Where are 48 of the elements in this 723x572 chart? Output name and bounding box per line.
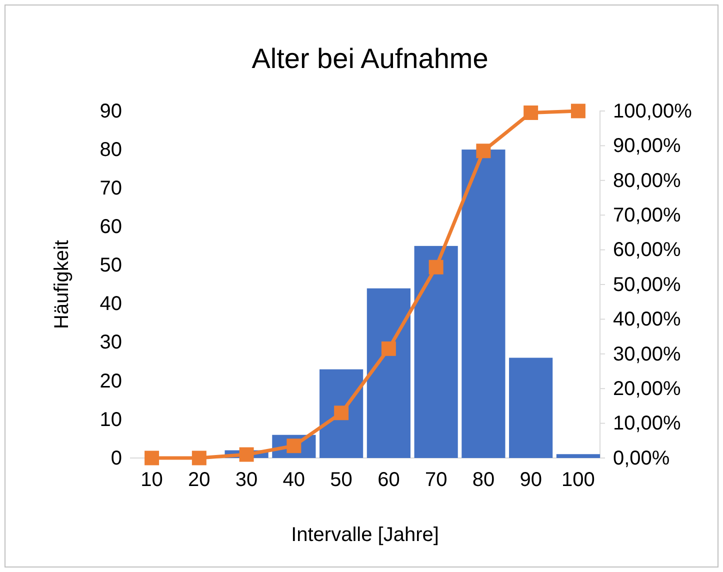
x-tick-label: 30	[235, 469, 258, 492]
x-tick-label: 10	[140, 469, 163, 492]
y-tick-label: 10	[100, 408, 122, 431]
x-tick-label: 100	[562, 469, 595, 492]
y2-tick-label: 50,00%	[613, 274, 682, 296]
y2-tick-label: 20,00%	[613, 378, 682, 400]
y2-tick-label: 40,00%	[613, 308, 682, 331]
point	[381, 341, 396, 356]
y-tick-label: 50	[100, 254, 122, 277]
y2-tick-label: 60,00%	[613, 239, 682, 262]
x-tick-label: 40	[282, 469, 306, 492]
y-tick-label: 70	[100, 178, 122, 200]
bar	[414, 246, 458, 458]
point	[524, 105, 538, 120]
x-tick-label: 80	[472, 469, 495, 492]
y2-tick-label: 100,00%	[613, 100, 692, 122]
point	[192, 450, 206, 466]
y-tick-label: 30	[100, 332, 122, 354]
y-tick-label: 0	[110, 447, 122, 470]
x-tick-label: 70	[424, 469, 448, 492]
y-tick-label: 90	[100, 100, 122, 122]
point	[334, 406, 349, 420]
chart-title: Alter bei Aufnahme	[252, 43, 488, 74]
y2-tick-label: 80,00%	[613, 170, 682, 192]
y2-tick-label: 0,00%	[613, 447, 670, 470]
bar	[509, 358, 553, 458]
point	[428, 260, 444, 274]
x-axis-title: Intervalle [Jahre]	[291, 524, 439, 546]
x-tick-label: 50	[330, 469, 352, 492]
point	[239, 447, 254, 462]
point	[476, 144, 491, 158]
point	[570, 104, 586, 118]
bar	[556, 454, 600, 458]
y-tick-label: 40	[100, 293, 122, 316]
x-tick-label: 60	[378, 469, 400, 492]
y-tick-label: 80	[100, 138, 122, 161]
bar	[462, 150, 506, 458]
x-tick-label: 90	[520, 469, 542, 492]
x-tick-label: 20	[188, 469, 210, 492]
y-tick-label: 60	[100, 216, 122, 238]
y-tick-label: 20	[100, 370, 122, 392]
y-axis-title: Häufigkeit	[51, 240, 73, 329]
y2-tick-label: 70,00%	[613, 204, 682, 226]
y2-tick-label: 30,00%	[613, 343, 682, 366]
y2-tick-label: 10,00%	[613, 412, 682, 435]
point	[144, 450, 160, 466]
bar	[366, 288, 410, 458]
y2-tick-label: 90,00%	[613, 135, 682, 158]
